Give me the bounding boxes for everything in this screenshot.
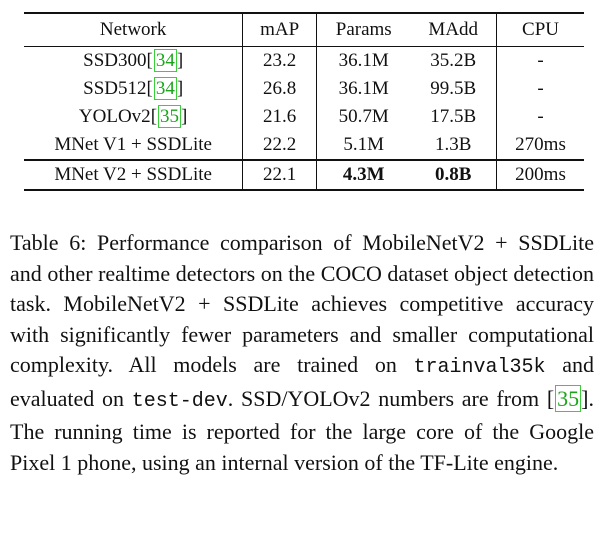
- cell-map: 26.8: [242, 75, 317, 103]
- cell-madd: 0.8B: [410, 159, 497, 191]
- table-row: YOLOv2[35] 21.6 50.7M 17.5B -: [24, 103, 584, 131]
- cell-cpu: -: [496, 46, 584, 75]
- cell-params: 36.1M: [316, 75, 411, 103]
- citation-link[interactable]: 35: [158, 105, 182, 128]
- cell-params: 36.1M: [316, 46, 411, 75]
- table-row: MNet V1 + SSDLite 22.2 5.1M 1.3B 270ms: [24, 131, 584, 160]
- table-row: SSD512[34] 26.8 36.1M 99.5B -: [24, 75, 584, 103]
- cell-madd: 17.5B: [430, 106, 477, 127]
- cell-map: 22.1: [242, 159, 317, 191]
- cell-network: YOLOv2[35]: [78, 105, 188, 128]
- cell-map: 21.6: [242, 103, 317, 131]
- header-params: Params: [316, 13, 411, 47]
- cell-params: 5.1M: [316, 131, 411, 160]
- cell-cpu: -: [496, 103, 584, 131]
- cell-network: MNet V1 + SSDLite: [54, 134, 212, 155]
- cell-cpu: 270ms: [496, 131, 584, 160]
- header-cpu: CPU: [496, 13, 584, 47]
- cell-map: 22.2: [242, 131, 317, 160]
- cell-madd: 99.5B: [430, 78, 477, 99]
- cell-map: 23.2: [242, 46, 317, 75]
- results-table-container: Network mAP Params MAdd CPU SSD300[34] 2…: [24, 12, 584, 191]
- cell-madd: 1.3B: [435, 134, 472, 155]
- cell-network: SSD512[34]: [83, 77, 184, 100]
- cell-cpu: -: [496, 75, 584, 103]
- cell-params: 4.3M: [316, 159, 411, 191]
- citation-link[interactable]: 35: [555, 384, 582, 412]
- code-trainval35k: trainval35k: [413, 356, 546, 379]
- header-map: mAP: [242, 13, 317, 47]
- cell-params: 50.7M: [316, 103, 411, 131]
- header-network: Network: [24, 13, 243, 47]
- table-header-row: Network mAP Params MAdd CPU: [24, 13, 584, 47]
- table-caption: Table 6: Performance comparison of Mobil…: [10, 230, 595, 475]
- cell-network: SSD300[34]: [83, 49, 184, 72]
- cell-network: MNet V2 + SSDLite: [24, 159, 243, 191]
- cell-madd: 35.2B: [430, 50, 477, 71]
- code-test-dev: test-dev: [131, 389, 228, 413]
- citation-link[interactable]: 34: [153, 49, 177, 72]
- table-row-highlight: MNet V2 + SSDLite 22.1 4.3M 0.8B 200ms: [24, 159, 584, 191]
- citation-link[interactable]: 34: [153, 77, 177, 100]
- results-table: Network mAP Params MAdd CPU SSD300[34] 2…: [24, 12, 584, 191]
- cell-cpu: 200ms: [496, 159, 584, 191]
- table-row: SSD300[34] 23.2 36.1M 35.2B -: [24, 46, 584, 75]
- header-madd: MAdd: [410, 13, 497, 47]
